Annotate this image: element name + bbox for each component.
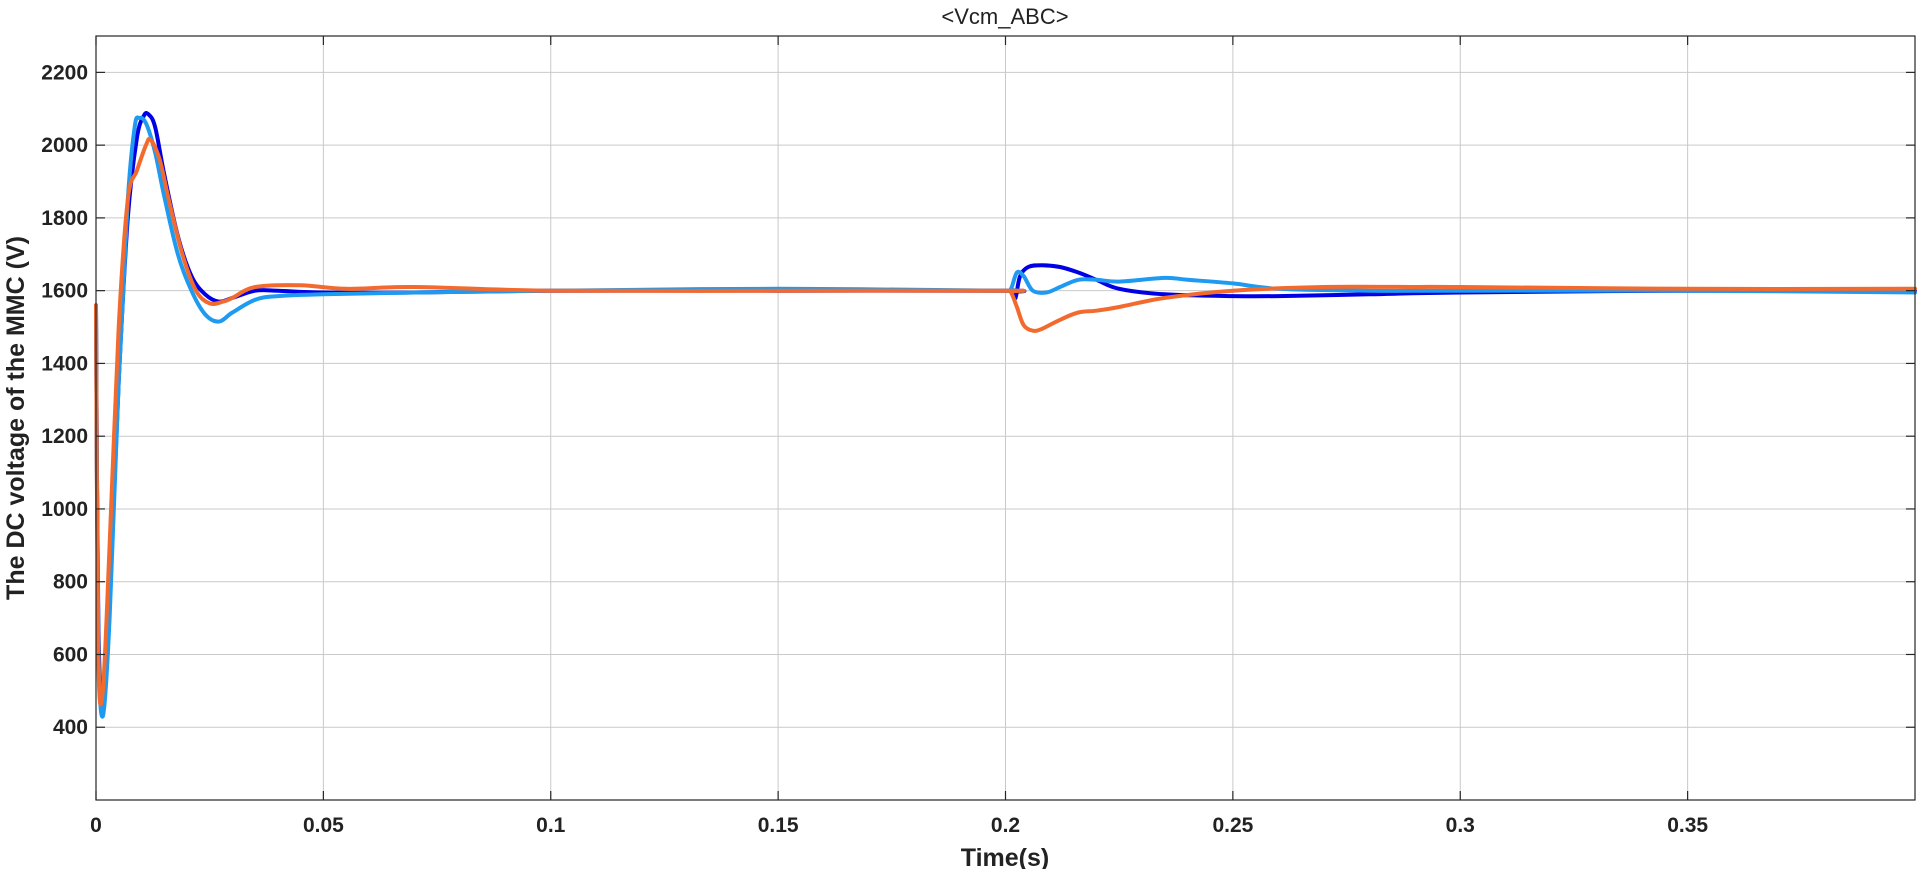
- y-tick-label: 1600: [41, 280, 88, 303]
- y-ticks: 400 600 800 1000 1200 1400 1600 1800 2000 2200: [41, 61, 1915, 739]
- x-ticks: 0 0.05 0.1 0.15 0.2 0.25 0.3 0.35: [90, 36, 1708, 837]
- y-tick-label: 2200: [41, 61, 88, 84]
- y-tick-label: 1200: [41, 425, 88, 448]
- y-tick-label: 1800: [41, 207, 88, 230]
- x-tick-label: 0.15: [758, 814, 799, 837]
- chart-title: <Vcm_ABC>: [941, 4, 1068, 29]
- y-tick-label: 400: [53, 716, 88, 739]
- y-tick-label: 1400: [41, 352, 88, 375]
- y-tick-label: 2000: [41, 134, 88, 157]
- x-tick-label: 0.3: [1446, 814, 1475, 837]
- y-tick-label: 1000: [41, 498, 88, 521]
- y-axis-title: The DC voltage of the MMC (V): [2, 236, 30, 600]
- x-tick-label: 0.05: [303, 814, 344, 837]
- series-line-3: [94, 136, 1917, 707]
- x-axis-title: Time(s): [961, 844, 1049, 869]
- y-tick-label: 800: [53, 571, 88, 594]
- grid: [96, 36, 1915, 800]
- x-tick-label: 0: [90, 814, 102, 837]
- y-tick-label: 600: [53, 643, 88, 666]
- series-group: [94, 110, 1917, 719]
- x-tick-label: 0.2: [991, 814, 1020, 837]
- x-tick-label: 0.1: [536, 814, 566, 837]
- x-tick-label: 0.35: [1667, 814, 1708, 837]
- x-tick-label: 0.25: [1212, 814, 1253, 837]
